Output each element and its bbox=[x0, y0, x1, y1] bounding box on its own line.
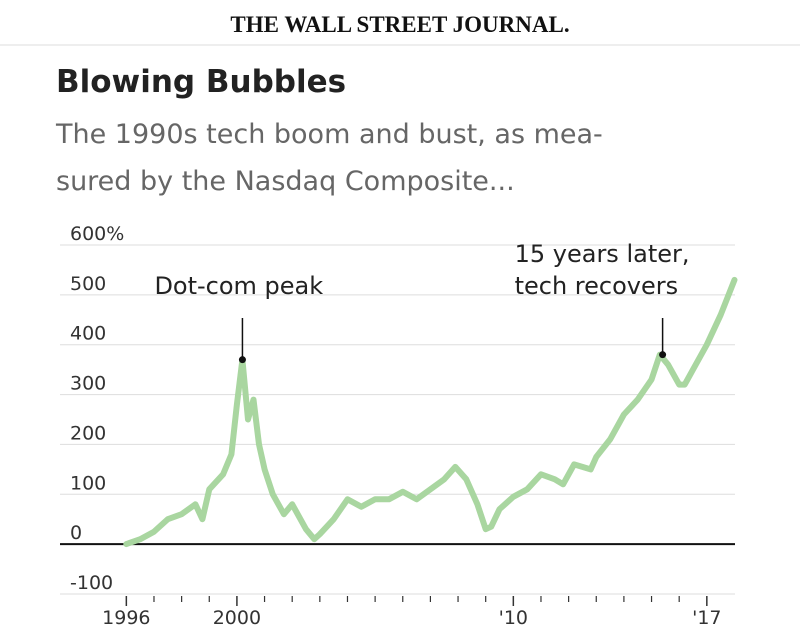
y-tick-label: 600% bbox=[70, 223, 124, 245]
x-tick-label: 1996 bbox=[102, 607, 150, 629]
annotation-dot bbox=[659, 351, 667, 359]
masthead: THE WALL STREET JOURNAL. bbox=[230, 12, 569, 37]
y-tick-label: 200 bbox=[70, 422, 106, 444]
x-tick-label: '17 bbox=[692, 607, 721, 629]
annotation-text: tech recovers bbox=[515, 272, 679, 300]
y-tick-label: 500 bbox=[70, 273, 106, 295]
annotation-text: 15 years later, bbox=[515, 240, 690, 268]
x-tick-label: '10 bbox=[499, 607, 528, 629]
subtitle: The 1990s tech boom and bust, as mea- bbox=[55, 119, 603, 150]
data-line bbox=[123, 276, 738, 548]
y-tick-label: -100 bbox=[70, 572, 113, 594]
y-tick-label: 300 bbox=[70, 373, 106, 395]
subtitle: sured by the Nasdaq Composite... bbox=[56, 166, 515, 197]
y-tick-label: 0 bbox=[70, 522, 82, 544]
annotation-dot bbox=[238, 356, 246, 364]
annotation-text: Dot-com peak bbox=[154, 272, 323, 300]
y-tick-label: 400 bbox=[70, 323, 106, 345]
y-tick-label: 100 bbox=[70, 472, 106, 494]
chart-title: Blowing Bubbles bbox=[56, 64, 346, 100]
x-tick-label: 2000 bbox=[213, 607, 261, 629]
